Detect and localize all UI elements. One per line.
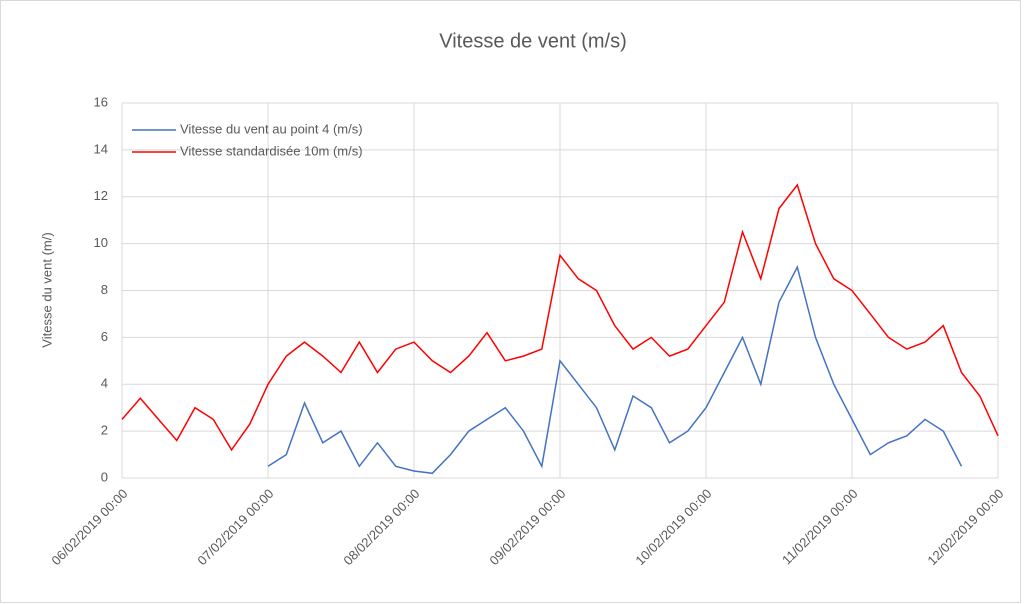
series-line (121, 183, 999, 452)
y-tick-label: 0 (101, 469, 108, 484)
y-tick-label: 8 (101, 282, 108, 297)
y-tick-label: 12 (94, 188, 108, 203)
series-line (267, 265, 963, 475)
chart-title: Vitesse de vent (m/s) (439, 30, 626, 52)
y-tick-label: 14 (94, 141, 108, 156)
y-tick-label: 2 (101, 423, 108, 438)
legend-label: Vitesse du vent au point 4 (m/s) (180, 121, 363, 136)
legend-label: Vitesse standardisée 10m (m/s) (180, 143, 363, 158)
y-tick-label: 16 (94, 94, 108, 109)
y-tick-label: 6 (101, 329, 108, 344)
y-tick-label: 10 (94, 235, 108, 250)
y-axis-label: Vitesse du vent (m/) (39, 232, 54, 347)
y-tick-label: 4 (101, 376, 108, 391)
